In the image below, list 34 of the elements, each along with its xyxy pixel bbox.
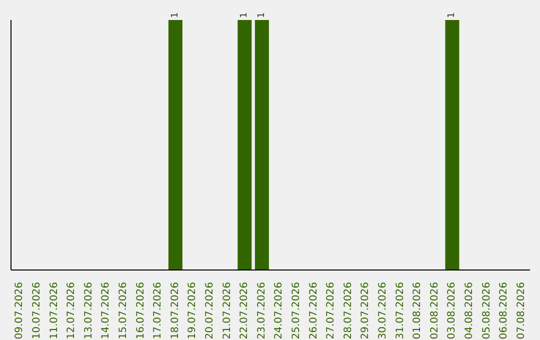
data-label: 1 <box>447 12 458 18</box>
x-tick-label: 30.07.2026 <box>377 282 388 340</box>
x-tick-label: 27.07.2026 <box>326 282 337 340</box>
x-tick-label: 02.08.2026 <box>429 282 440 340</box>
data-label: 1 <box>240 12 250 18</box>
x-tick-label: 10.07.2026 <box>31 282 42 340</box>
x-tick-label: 20.07.2026 <box>204 282 216 340</box>
data-label: 1 <box>256 12 267 18</box>
x-tick-label: 09.07.2026 <box>14 282 26 340</box>
x-tick-label: 16.07.2026 <box>135 282 146 340</box>
x-tick-label: 06.08.2026 <box>498 282 510 340</box>
x-tick-label: 21.07.2026 <box>222 282 233 340</box>
x-tick-label: 01.08.2026 <box>412 282 424 340</box>
x-tick-label: 22.07.2026 <box>239 282 250 340</box>
x-tick-label: 23.07.2026 <box>256 282 268 340</box>
x-tick-label: 14.07.2026 <box>100 282 112 340</box>
x-tick-label: 29.07.2026 <box>360 282 372 340</box>
x-tick-label: 17.07.2026 <box>152 282 164 340</box>
data-label: 1 <box>170 12 180 18</box>
x-tick-label: 19.07.2026 <box>187 282 198 340</box>
x-tick-label: 04.08.2026 <box>464 282 475 340</box>
x-tick-label: 18.07.2026 <box>170 282 181 340</box>
x-tick-label: 25.07.2026 <box>290 282 302 340</box>
x-tick-label: 24.07.2026 <box>274 282 285 340</box>
x-tick-label: 13.07.2026 <box>83 282 94 340</box>
x-tick-label: 07.08.2026 <box>516 282 527 340</box>
x-tick-label: 15.07.2026 <box>118 282 129 340</box>
x-tick-label: 05.08.2026 <box>481 282 492 340</box>
x-tick-label: 03.08.2026 <box>446 282 458 340</box>
x-tick-label: 11.07.2026 <box>48 282 60 340</box>
x-tick-label: 31.07.2026 <box>394 282 406 340</box>
x-tick-label: 12.07.2026 <box>66 282 78 340</box>
x-tick-label: 26.07.2026 <box>308 282 320 340</box>
x-tick-label: 28.07.2026 <box>342 282 354 340</box>
